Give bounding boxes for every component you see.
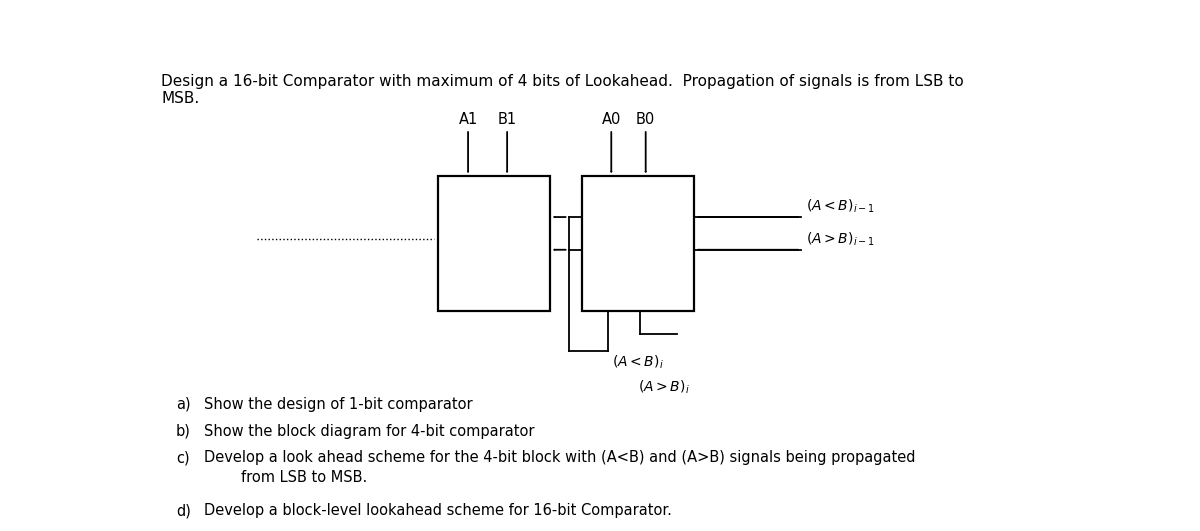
Bar <box>438 176 550 311</box>
Text: $(A<B)_{i-1}$: $(A<B)_{i-1}$ <box>805 198 875 215</box>
Text: $(A>B)_{i-1}$: $(A>B)_{i-1}$ <box>805 230 875 247</box>
Text: A0: A0 <box>601 112 620 127</box>
Text: $(A{<}B)_i$: $(A{<}B)_i$ <box>612 354 664 371</box>
Text: Develop a block-level lookahead scheme for 16-bit Comparator.: Develop a block-level lookahead scheme f… <box>204 503 672 518</box>
Text: B0: B0 <box>636 112 655 127</box>
Text: Design a 16-bit Comparator with maximum of 4 bits of Lookahead.  Propagation of : Design a 16-bit Comparator with maximum … <box>161 74 964 106</box>
Bar <box>582 176 694 311</box>
Text: a): a) <box>176 397 191 412</box>
Text: A1: A1 <box>458 112 478 127</box>
Text: $(A{>}B)_i$: $(A{>}B)_i$ <box>638 379 690 396</box>
Text: d): d) <box>176 503 191 518</box>
Text: B1: B1 <box>498 112 517 127</box>
Text: Show the design of 1-bit comparator: Show the design of 1-bit comparator <box>204 397 473 412</box>
Text: Show the block diagram for 4-bit comparator: Show the block diagram for 4-bit compara… <box>204 424 534 439</box>
Text: c): c) <box>176 450 190 465</box>
Text: Develop a look ahead scheme for the 4-bit block with (A<B) and (A>B) signals bei: Develop a look ahead scheme for the 4-bi… <box>204 450 916 485</box>
Text: b): b) <box>176 424 191 439</box>
